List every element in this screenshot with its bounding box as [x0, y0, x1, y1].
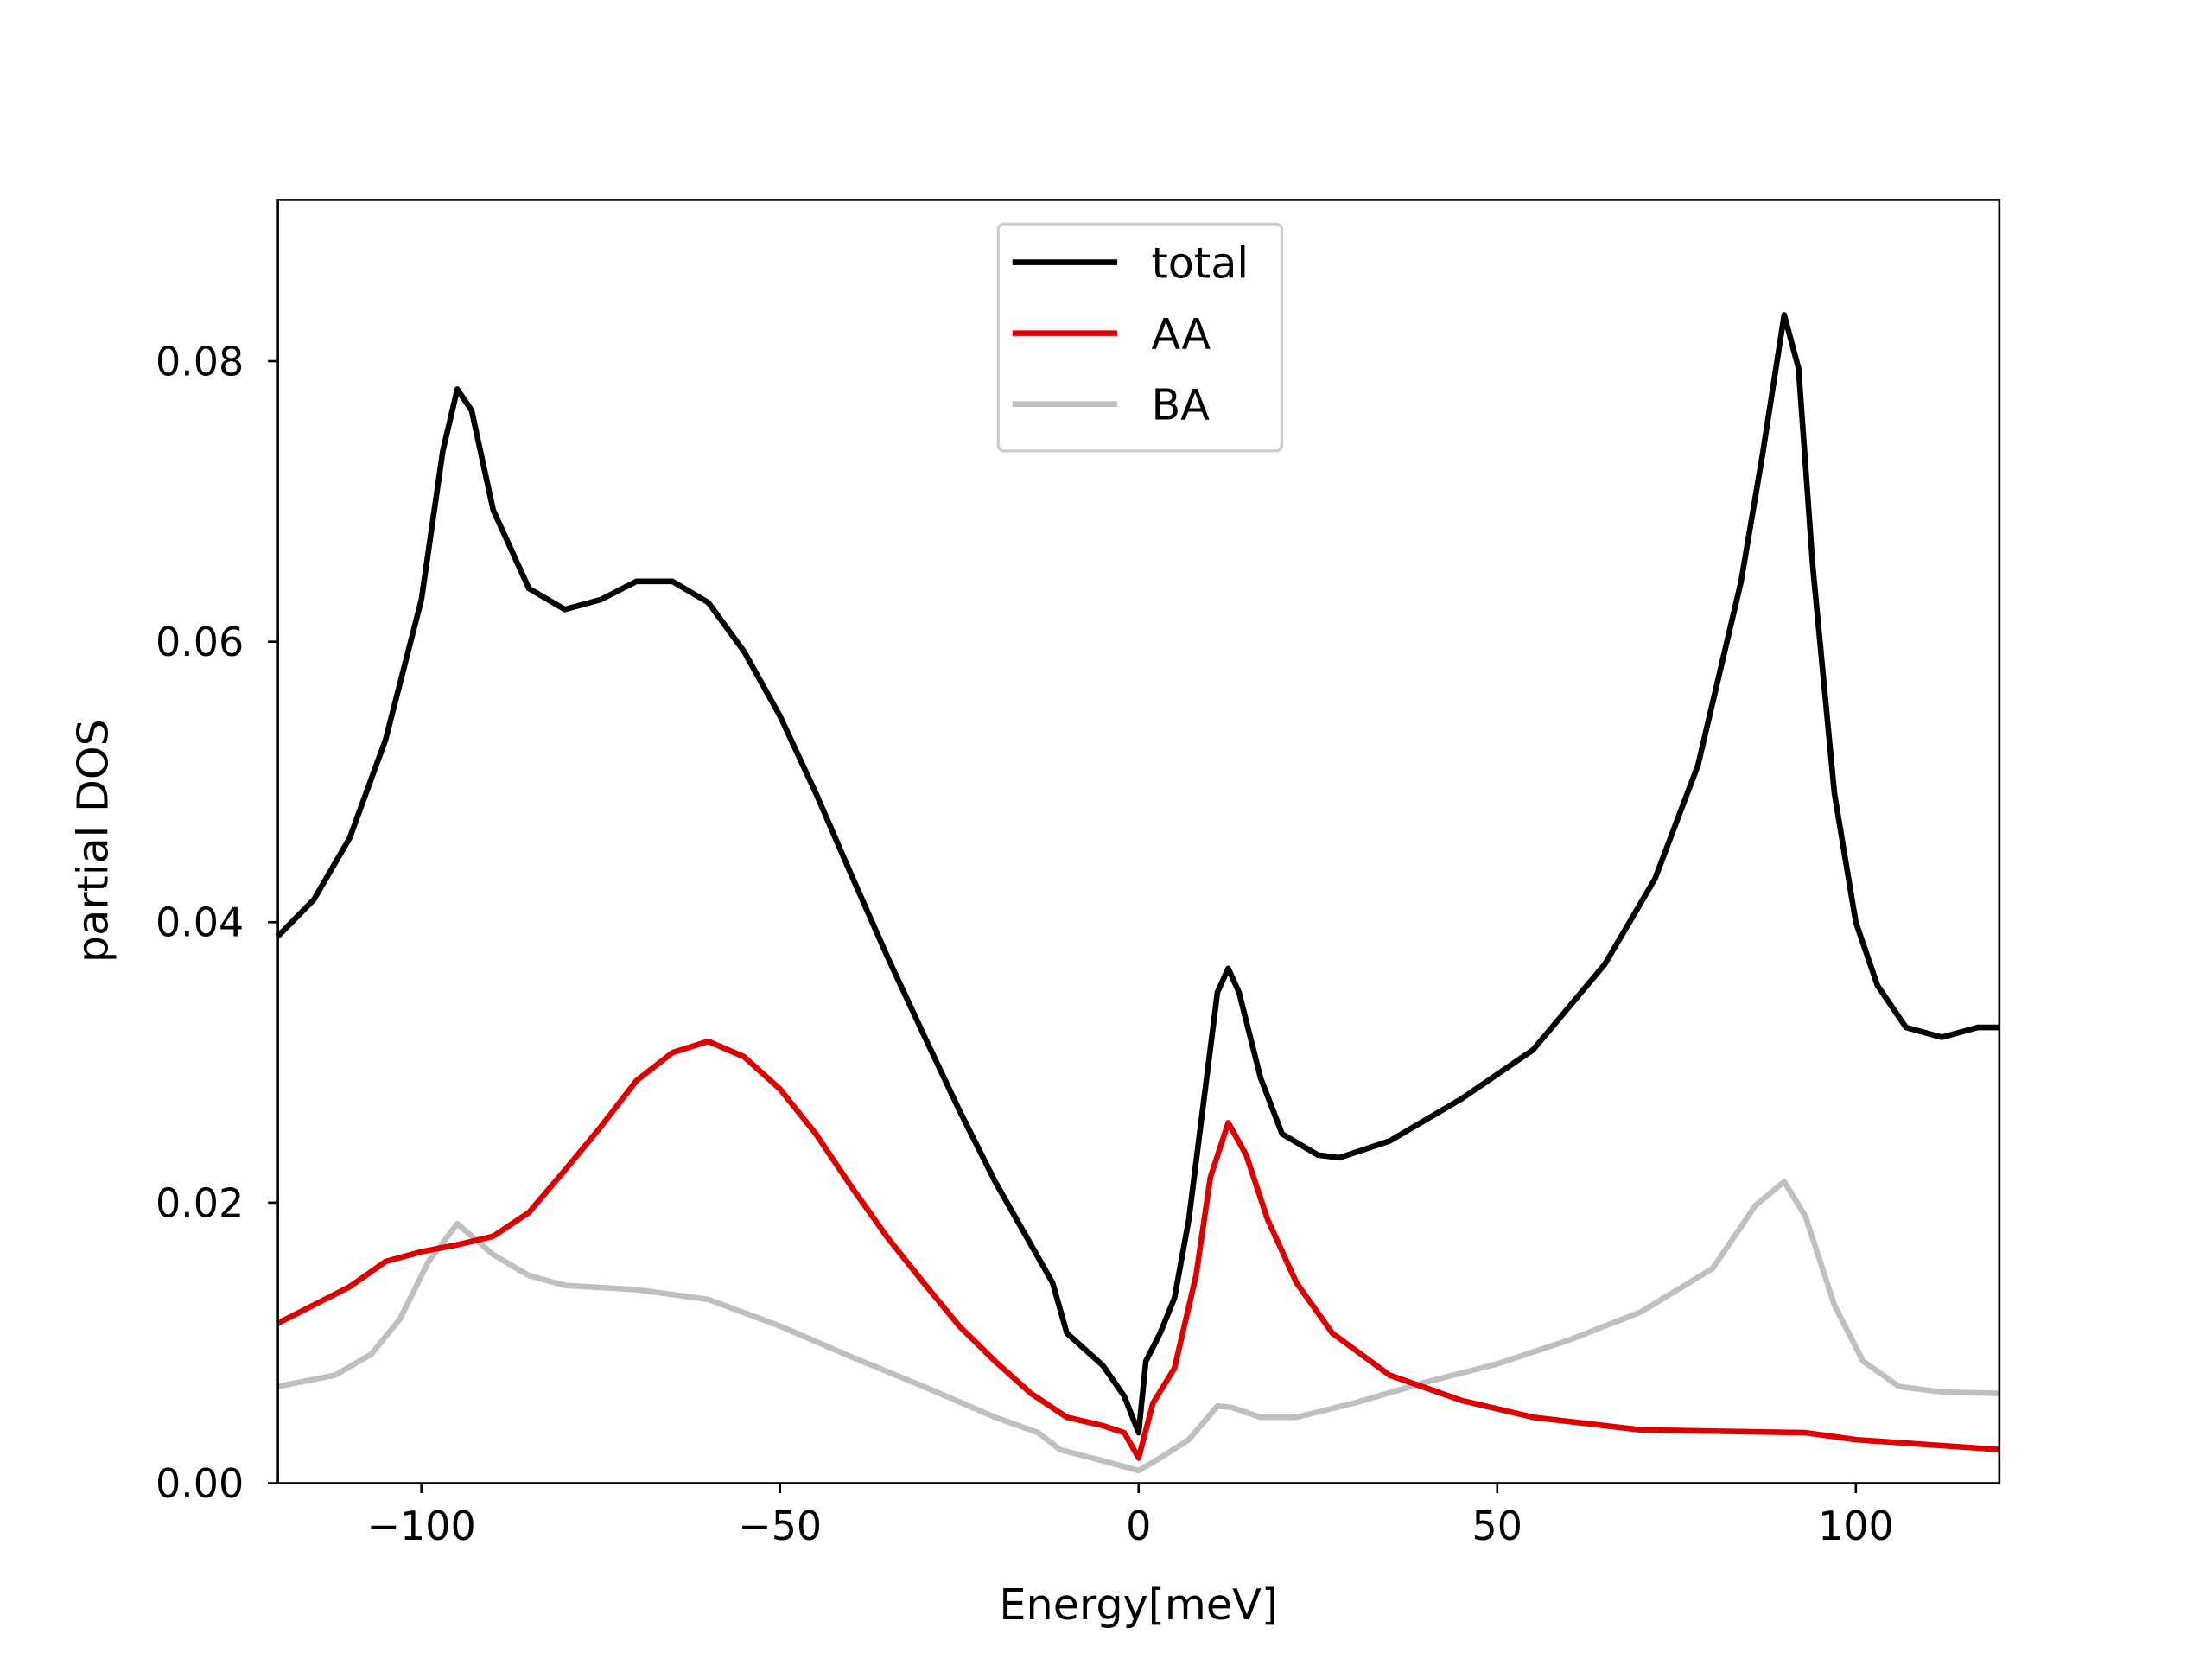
legend-frame: [996, 222, 1284, 453]
legend-item-ba: BA: [1012, 380, 1211, 430]
y-axis-label: partial DOS: [68, 719, 118, 963]
legend-label: BA: [1152, 380, 1211, 430]
legend-item-total: total: [1012, 238, 1249, 289]
legend-label: total: [1152, 238, 1249, 289]
x-tick-label: −100: [367, 1503, 476, 1549]
x-tick-label: 100: [1818, 1503, 1894, 1549]
x-axis-label: Energy[meV]: [999, 1580, 1278, 1630]
series-line-aa: [276, 1038, 2000, 1461]
y-tick-label: 0.00: [156, 1460, 244, 1507]
x-tick-label: 0: [1126, 1503, 1151, 1549]
x-tick-label: −50: [738, 1503, 822, 1549]
series-layer: [276, 312, 2000, 1474]
y-tick-label: 0.04: [156, 899, 244, 946]
series-line-ba: [277, 1179, 1999, 1474]
legend-label: AA: [1152, 309, 1211, 359]
series-line-total: [276, 312, 1999, 1436]
x-tick-label: 50: [1472, 1503, 1522, 1549]
ticks-layer: −100 −50 0 50 100 0.00 0.02 0.04 0.06 0.08: [156, 338, 1894, 1549]
legend-item-aa: AA: [1012, 309, 1211, 359]
y-tick-label: 0.02: [156, 1179, 244, 1226]
legend: total AA BA: [996, 222, 1284, 453]
y-tick-label: 0.06: [156, 619, 244, 665]
y-tick-label: 0.08: [156, 338, 244, 385]
